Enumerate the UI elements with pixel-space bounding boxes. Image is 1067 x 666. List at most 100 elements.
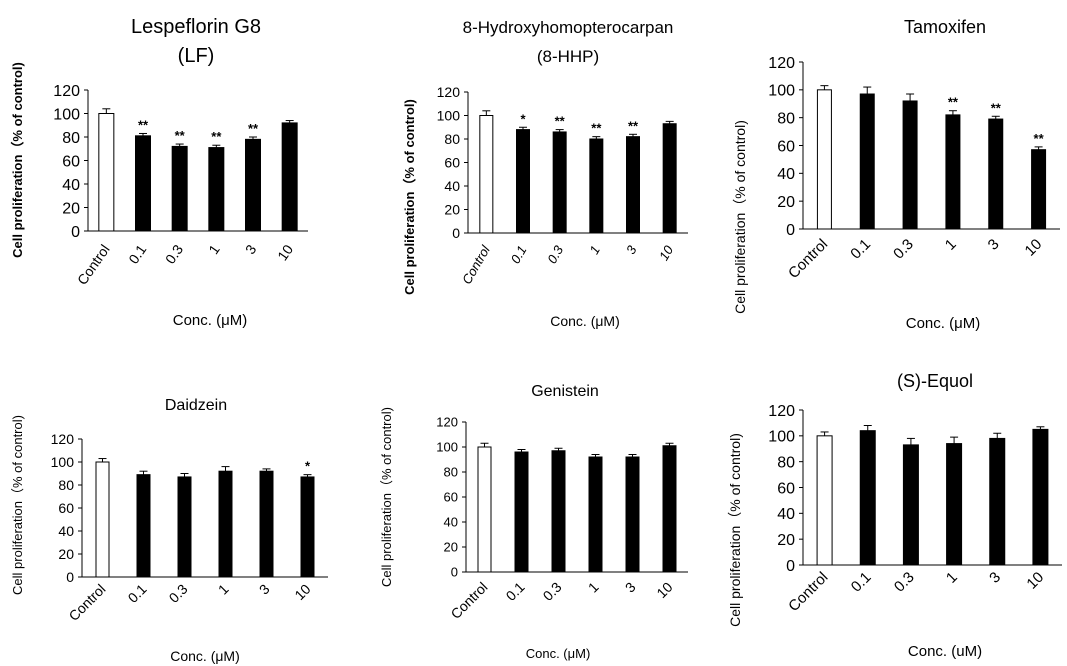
bar <box>281 122 298 232</box>
x-tick-label: 1 <box>943 569 961 587</box>
x-axis-title: Conc. (uM) <box>908 643 982 660</box>
y-tick-label: 20 <box>58 546 74 562</box>
x-tick-label: 1 <box>585 579 602 596</box>
y-tick-label: 60 <box>777 138 795 155</box>
significance-label: * <box>305 459 311 474</box>
y-axis-title: Cell proliferation（% of control) <box>379 407 394 587</box>
bar <box>662 123 677 234</box>
x-tick-label: Control <box>785 569 831 615</box>
significance-label: ** <box>248 121 259 136</box>
bar <box>171 145 188 232</box>
x-tick-label: 1 <box>215 581 232 598</box>
y-tick-label: 100 <box>51 454 75 470</box>
x-tick-label: 0.1 <box>503 579 528 604</box>
bar <box>588 456 603 573</box>
x-tick-label: 1 <box>205 241 223 257</box>
y-tick-label: 80 <box>62 130 80 147</box>
bar <box>208 147 225 232</box>
chart-panel: 8-Hydroxyhomopterocarpan (8-HHP) 0 20 40 60 80… <box>402 18 688 329</box>
y-tick-label: 20 <box>62 200 80 217</box>
chart-title: Lespeflorin G8 <box>131 16 261 38</box>
bar <box>626 136 640 234</box>
bar <box>1031 149 1047 230</box>
y-tick-label: 100 <box>436 440 458 455</box>
y-tick-label: 80 <box>777 454 795 471</box>
bar <box>989 437 1006 566</box>
x-tick-label: Control <box>459 242 493 287</box>
x-tick-label: 3 <box>985 236 1003 254</box>
chart-title: Tamoxifen <box>904 17 986 37</box>
y-tick-label: 80 <box>58 477 74 493</box>
x-axis-title: Conc. (μM) <box>173 312 247 329</box>
bar <box>95 461 110 578</box>
y-tick-label: 60 <box>777 480 795 497</box>
significance-label: ** <box>1034 131 1045 146</box>
y-tick-label: 0 <box>786 558 795 575</box>
y-tick-label: 0 <box>451 565 458 580</box>
y-tick-label: 120 <box>53 83 80 100</box>
bar <box>245 138 261 232</box>
chart-panel: Tamoxifen 0 20 40 60 80 100 120 Control 0.1 0.3 ** 1… <box>732 17 1060 332</box>
chart-subtitle: (LF) <box>178 45 215 67</box>
x-tick-label: 10 <box>656 242 677 263</box>
significance-label: ** <box>138 117 149 132</box>
x-tick-label: 0.3 <box>890 236 917 263</box>
bar <box>662 445 677 573</box>
bar <box>135 135 151 232</box>
chart-panel: Lespeflorin G8 (LF) 0 20 40 60 80 100 120 Control… <box>10 16 308 329</box>
y-tick-label: 120 <box>437 84 461 100</box>
bar <box>946 443 963 566</box>
bar <box>625 456 640 573</box>
bar <box>516 129 530 234</box>
bar <box>816 435 833 566</box>
chart-title: Genistein <box>531 383 599 400</box>
bar <box>859 430 876 566</box>
y-tick-label: 100 <box>53 106 80 123</box>
chart-subtitle: (8-HHP) <box>537 47 599 66</box>
x-tick-label: 10 <box>653 579 675 601</box>
bar <box>816 89 832 230</box>
x-tick-label: 10 <box>1023 569 1047 593</box>
x-tick-label: 0.3 <box>162 241 186 266</box>
y-tick-label: 120 <box>768 55 795 72</box>
significance-label: ** <box>211 129 222 144</box>
x-tick-label: Control <box>74 242 113 288</box>
y-tick-label: 60 <box>62 153 80 170</box>
x-tick-label: 3 <box>986 569 1004 587</box>
x-tick-label: 10 <box>274 241 296 263</box>
chart-panel: (S)-Equol 0 20 40 60 80 100 120 Control 0.1 0.3 1 3 1… <box>727 371 1062 660</box>
x-axis-title: Conc. (μM) <box>170 648 240 664</box>
chart-panel: Genistein 0 20 40 60 80 100 120 Control 0.1 0.3 1 3 1… <box>379 383 688 661</box>
bar <box>477 446 492 573</box>
x-tick-label: Control <box>785 236 831 282</box>
y-tick-label: 20 <box>444 540 458 555</box>
significance-label: ** <box>948 95 959 110</box>
x-tick-label: 3 <box>242 241 260 257</box>
x-tick-label: Control <box>447 579 490 622</box>
bar <box>945 114 961 230</box>
y-tick-label: 80 <box>444 131 460 147</box>
y-tick-label: 40 <box>444 515 458 530</box>
x-axis-title: Conc. (μM) <box>906 315 980 332</box>
y-tick-label: 120 <box>768 403 795 420</box>
y-tick-label: 100 <box>437 108 461 124</box>
chart-panel: Daidzein 0 20 40 60 80 100 120 Control 0.1 0.3 1 3 * 1… <box>10 397 328 664</box>
y-tick-label: 0 <box>786 222 795 239</box>
x-tick-label: 0.3 <box>544 242 566 266</box>
y-tick-label: 120 <box>436 415 458 430</box>
bar <box>259 470 274 578</box>
significance-label: ** <box>628 118 639 133</box>
bar <box>218 470 233 578</box>
y-axis-title: Cell proliferation（% of control) <box>10 415 25 595</box>
y-tick-label: 80 <box>444 465 458 480</box>
x-tick-label: 10 <box>291 581 313 603</box>
significance-label: ** <box>175 128 186 143</box>
y-tick-label: 0 <box>66 569 74 585</box>
x-tick-label: 3 <box>256 581 273 598</box>
bar <box>300 476 315 578</box>
bar <box>589 138 604 234</box>
y-tick-label: 40 <box>777 166 795 183</box>
x-tick-label: 0.1 <box>847 236 874 263</box>
x-axis-title: Conc. (μM) <box>526 646 591 661</box>
